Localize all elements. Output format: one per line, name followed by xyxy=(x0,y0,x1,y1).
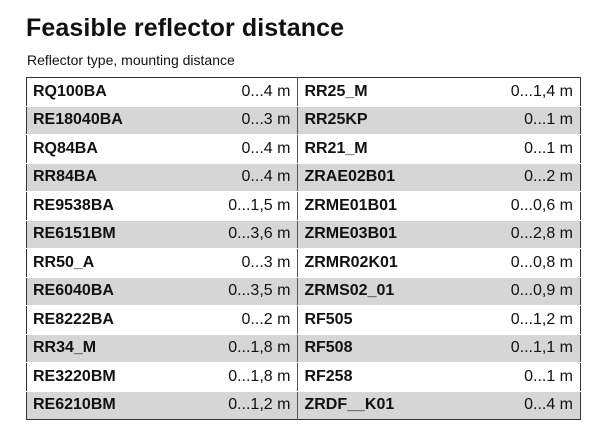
left-mounting-distance: 0...3,6 m xyxy=(179,220,299,249)
table-row: RQ100BA 0...4 m RR25_M 0...1,4 m xyxy=(26,77,581,107)
right-reflector-type: ZRME01B01 xyxy=(297,191,453,221)
table-row: RE6040BA 0...3,5 m ZRMS02_01 0...0,9 m xyxy=(26,277,581,306)
right-mounting-distance: 0...2,8 m xyxy=(452,220,581,249)
table-row: RE9538BA 0...1,5 m ZRME01B01 0...0,6 m xyxy=(26,191,581,221)
right-mounting-distance: 0...0,8 m xyxy=(452,248,581,278)
right-reflector-type: RF258 xyxy=(297,362,453,392)
table-row: RR84BA 0...4 m ZRAE02B01 0...2 m xyxy=(26,163,581,192)
left-reflector-type: RR34_M xyxy=(26,334,180,363)
left-mounting-distance: 0...1,8 m xyxy=(179,334,299,363)
table-row: RE6210BM 0...1,2 m ZRDF__K01 0...4 m xyxy=(26,391,581,420)
left-mounting-distance: 0...3 m xyxy=(179,106,299,135)
left-reflector-type: RE6040BA xyxy=(26,277,180,306)
right-mounting-distance: 0...4 m xyxy=(452,391,581,420)
page-subtitle: Reflector type, mounting distance xyxy=(27,52,235,68)
right-mounting-distance: 0...1 m xyxy=(452,134,581,164)
right-mounting-distance: 0...1,1 m xyxy=(452,334,581,363)
left-reflector-type: RE8222BA xyxy=(26,305,180,335)
table-row: RE3220BM 0...1,8 m RF258 0...1 m xyxy=(26,362,581,392)
table-row: RR34_M 0...1,8 m RF508 0...1,1 m xyxy=(26,334,581,363)
left-mounting-distance: 0...2 m xyxy=(179,305,299,335)
right-mounting-distance: 0...1 m xyxy=(452,362,581,392)
left-reflector-type: RE18040BA xyxy=(26,106,180,135)
right-reflector-type: RF505 xyxy=(297,305,453,335)
left-reflector-type: RR84BA xyxy=(26,163,180,192)
table-body: RQ100BA 0...4 m RR25_M 0...1,4 m RE18040BA 0.… xyxy=(26,77,581,420)
right-mounting-distance: 0...1,4 m xyxy=(452,77,581,107)
right-reflector-type: ZRMR02K01 xyxy=(297,248,453,278)
right-reflector-type: RR25_M xyxy=(297,77,453,107)
right-reflector-type: RF508 xyxy=(297,334,453,363)
left-mounting-distance: 0...3,5 m xyxy=(179,277,299,306)
left-mounting-distance: 0...1,5 m xyxy=(179,191,299,221)
right-mounting-distance: 0...1,2 m xyxy=(452,305,581,335)
left-reflector-type: RE3220BM xyxy=(26,362,180,392)
left-mounting-distance: 0...4 m xyxy=(179,163,299,192)
right-reflector-type: ZRME03B01 xyxy=(297,220,453,249)
reflector-distance-table: RQ100BA 0...4 m RR25_M 0...1,4 m RE18040BA 0.… xyxy=(26,77,581,420)
right-reflector-type: RR21_M xyxy=(297,134,453,164)
table-row: RE6151BM 0...3,6 m ZRME03B01 0...2,8 m xyxy=(26,220,581,249)
right-reflector-type: ZRAE02B01 xyxy=(297,163,453,192)
left-mounting-distance: 0...4 m xyxy=(179,134,299,164)
left-mounting-distance: 0...3 m xyxy=(179,248,299,278)
right-mounting-distance: 0...0,6 m xyxy=(452,191,581,221)
left-mounting-distance: 0...1,2 m xyxy=(179,391,299,420)
right-reflector-type: ZRDF__K01 xyxy=(297,391,453,420)
table-row: RR50_A 0...3 m ZRMR02K01 0...0,8 m xyxy=(26,248,581,278)
left-reflector-type: RQ100BA xyxy=(26,77,180,107)
right-mounting-distance: 0...2 m xyxy=(452,163,581,192)
left-reflector-type: RQ84BA xyxy=(26,134,180,164)
right-reflector-type: RR25KP xyxy=(297,106,453,135)
page-title: Feasible reflector distance xyxy=(26,14,345,42)
left-mounting-distance: 0...1,8 m xyxy=(179,362,299,392)
right-mounting-distance: 0...0,9 m xyxy=(452,277,581,306)
left-reflector-type: RE9538BA xyxy=(26,191,180,221)
right-mounting-distance: 0...1 m xyxy=(452,106,581,135)
left-reflector-type: RE6210BM xyxy=(26,391,180,420)
table-row: RQ84BA 0...4 m RR21_M 0...1 m xyxy=(26,134,581,164)
left-reflector-type: RE6151BM xyxy=(26,220,180,249)
left-reflector-type: RR50_A xyxy=(26,248,180,278)
left-mounting-distance: 0...4 m xyxy=(179,77,299,107)
table-row: RE8222BA 0...2 m RF505 0...1,2 m xyxy=(26,305,581,335)
right-reflector-type: ZRMS02_01 xyxy=(297,277,453,306)
table-row: RE18040BA 0...3 m RR25KP 0...1 m xyxy=(26,106,581,135)
